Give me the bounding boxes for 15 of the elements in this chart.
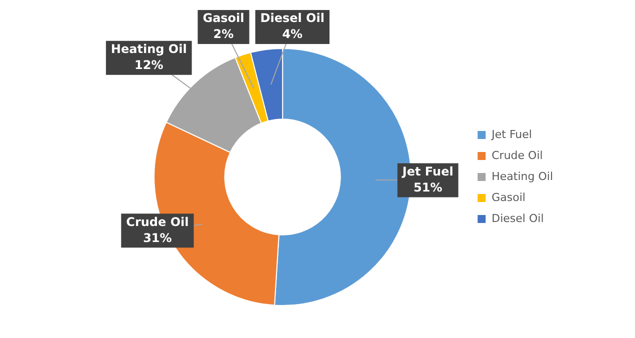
legend-label: Gasoil (492, 190, 526, 204)
slice-label: Crude Oil (126, 214, 189, 229)
data-label: 51% (413, 180, 442, 194)
slice-label: Gasoil (202, 11, 244, 26)
slice-label: Diesel Oil (260, 11, 324, 26)
data-label: 12% (134, 58, 164, 72)
data-label: 31% (143, 230, 172, 245)
legend-label: Diesel Oil (492, 212, 544, 225)
legend-label: Heating Oil (492, 170, 554, 183)
data-label: 4% (282, 27, 303, 42)
slice-label: Jet Fuel (401, 164, 454, 178)
data-label: 2% (213, 27, 234, 42)
legend-label: Crude Oil (492, 148, 543, 162)
slice-label: Heating Oil (110, 42, 187, 56)
legend-label: Jet Fuel (490, 128, 532, 141)
